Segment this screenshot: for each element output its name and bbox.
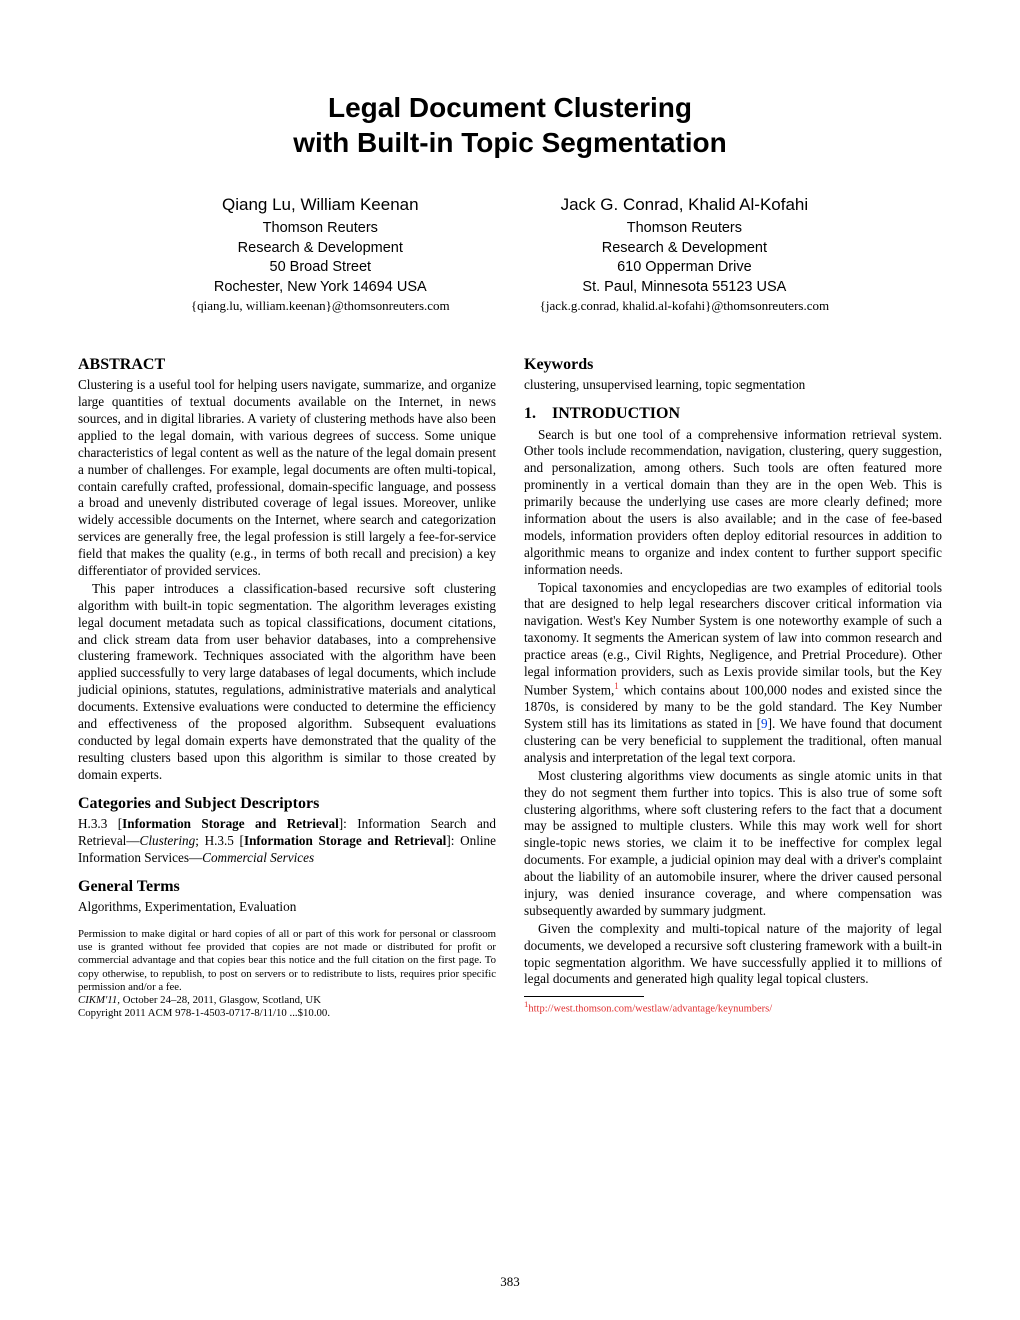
paper-title: Legal Document Clustering with Built-in … xyxy=(78,90,942,160)
right-column: Keywords clustering, unsupervised learni… xyxy=(524,345,942,1021)
author-org: Thomson Reuters xyxy=(540,219,829,239)
cat-bold: Information Storage and Retrieval xyxy=(122,816,339,831)
keywords-heading: Keywords xyxy=(524,355,942,375)
title-line-2: with Built-in Topic Segmentation xyxy=(293,127,726,158)
cat-text: H.3.3 [ xyxy=(78,816,122,831)
two-column-body: ABSTRACT Clustering is a useful tool for… xyxy=(78,345,942,1021)
general-terms-body: Algorithms, Experimentation, Evaluation xyxy=(78,899,496,916)
intro-para-4: Given the complexity and multi-topical n… xyxy=(524,921,942,989)
title-line-1: Legal Document Clustering xyxy=(328,92,692,123)
footnote: 1http://west.thomson.com/westlaw/advanta… xyxy=(524,999,942,1016)
author-block-row: Qiang Lu, William Keenan Thomson Reuters… xyxy=(78,194,942,315)
section-number: 1. xyxy=(524,404,536,424)
abstract-para-2: This paper introduces a classification-b… xyxy=(78,581,496,784)
author-email: {qiang.lu, william.keenan}@thomsonreuter… xyxy=(191,297,450,315)
general-terms-heading: General Terms xyxy=(78,877,496,897)
author-dept: Research & Development xyxy=(540,239,829,259)
cat-italic: Commercial Services xyxy=(202,850,314,865)
intro-text: Topical taxonomies and encyclopedias are… xyxy=(524,580,942,698)
author-dept: Research & Development xyxy=(191,239,450,259)
author-names: Jack G. Conrad, Khalid Al-Kofahi xyxy=(540,194,829,217)
page-number: 383 xyxy=(0,1274,1020,1290)
author-block-right: Jack G. Conrad, Khalid Al-Kofahi Thomson… xyxy=(540,194,829,315)
paper-page: Legal Document Clustering with Built-in … xyxy=(0,0,1020,1320)
keywords-body: clustering, unsupervised learning, topic… xyxy=(524,377,942,394)
author-names: Qiang Lu, William Keenan xyxy=(191,194,450,217)
author-email: {jack.g.conrad, khalid.al-kofahi}@thomso… xyxy=(540,297,829,315)
cat-text: ; H.3.5 [ xyxy=(195,833,244,848)
copyright-line: Copyright 2011 ACM 978-1-4503-0717-8/11/… xyxy=(78,1007,330,1019)
author-org: Thomson Reuters xyxy=(191,219,450,239)
permission-text: Permission to make digital or hard copie… xyxy=(78,928,496,993)
abstract-heading: ABSTRACT xyxy=(78,355,496,375)
cat-italic: Clustering xyxy=(140,833,196,848)
permission-block: Permission to make digital or hard copie… xyxy=(78,928,496,1020)
footnote-link[interactable]: http://west.thomson.com/westlaw/advantag… xyxy=(528,1004,772,1015)
intro-para-3: Most clustering algorithms view document… xyxy=(524,768,942,920)
intro-para-2: Topical taxonomies and encyclopedias are… xyxy=(524,580,942,767)
author-addr1: 50 Broad Street xyxy=(191,258,450,278)
section-name: INTRODUCTION xyxy=(552,404,680,424)
venue-rest: October 24–28, 2011, Glasgow, Scotland, … xyxy=(120,994,321,1006)
author-block-left: Qiang Lu, William Keenan Thomson Reuters… xyxy=(191,194,450,315)
introduction-heading: 1. INTRODUCTION xyxy=(524,404,942,424)
footnote-rule xyxy=(524,996,644,997)
author-addr2: Rochester, New York 14694 USA xyxy=(191,278,450,298)
author-addr1: 610 Opperman Drive xyxy=(540,258,829,278)
author-addr2: St. Paul, Minnesota 55123 USA xyxy=(540,278,829,298)
left-column: ABSTRACT Clustering is a useful tool for… xyxy=(78,345,496,1021)
intro-para-1: Search is but one tool of a comprehensiv… xyxy=(524,427,942,579)
citation-ref[interactable]: 9 xyxy=(761,716,768,731)
cat-bold: Information Storage and Retrieval xyxy=(244,833,446,848)
categories-heading: Categories and Subject Descriptors xyxy=(78,794,496,814)
venue-italic: CIKM'11, xyxy=(78,994,120,1006)
abstract-para-1: Clustering is a useful tool for helping … xyxy=(78,377,496,580)
categories-body: H.3.3 [Information Storage and Retrieval… xyxy=(78,816,496,867)
